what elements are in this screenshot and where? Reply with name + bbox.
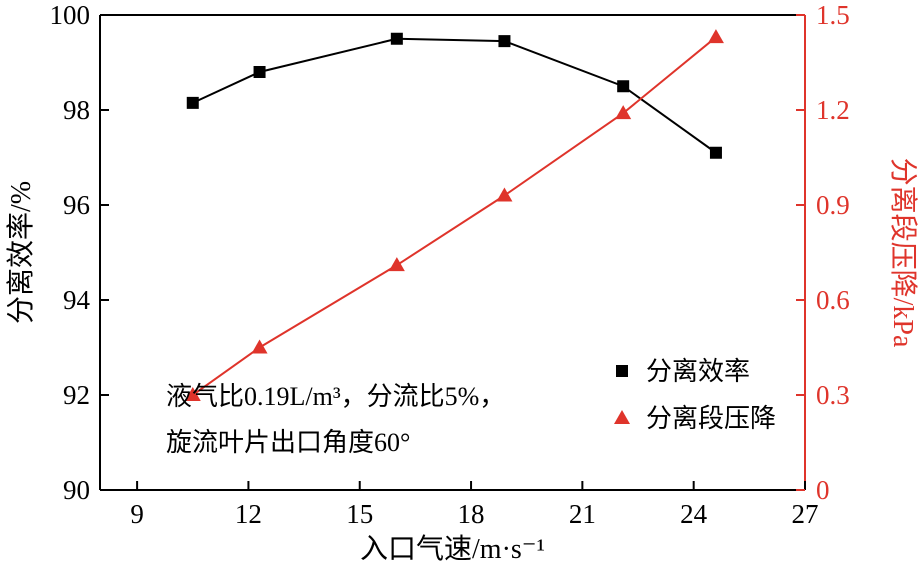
right-tick-label: 0	[816, 475, 830, 505]
series-1-marker	[184, 387, 201, 401]
right-tick-label: 0.3	[816, 380, 850, 410]
legend-label-1: 分离段压降	[646, 404, 776, 433]
series-1-marker	[615, 105, 632, 120]
right-tick-label: 0.6	[816, 285, 850, 315]
series-0-marker	[253, 66, 266, 78]
series-0-marker	[186, 96, 199, 109]
series-1-marker	[496, 187, 513, 202]
right-tick-label: 0.9	[816, 190, 850, 220]
right-tick-label: 1.2	[816, 95, 850, 125]
series-0-marker	[498, 35, 511, 48]
series-1-marker	[388, 257, 405, 272]
left-tick-label: 92	[63, 380, 90, 410]
left-tick-label: 94	[63, 285, 91, 315]
x-tick-label: 9	[130, 499, 144, 529]
series-1-marker	[707, 29, 724, 44]
left-tick-label: 98	[63, 95, 90, 125]
left-tick-label: 100	[50, 0, 91, 30]
legend-marker-0	[616, 365, 628, 377]
x-tick-label: 15	[346, 499, 373, 529]
legend-label-0: 分离效率	[646, 357, 750, 386]
x-tick-label: 24	[680, 499, 708, 529]
series-line-1	[192, 36, 717, 396]
x-tick-label: 12	[235, 499, 262, 529]
series-1-marker	[251, 339, 268, 354]
annotation-line-0: 液气比0.19L/m³，分流比5%，	[166, 382, 505, 411]
series-0-marker	[390, 32, 403, 45]
series-0-marker	[617, 80, 630, 93]
right-tick-label: 1.5	[816, 0, 850, 30]
x-tick-label: 18	[458, 499, 485, 529]
x-tick-label: 21	[569, 499, 596, 529]
left-axis-label: 分离效率/%	[5, 181, 37, 324]
legend-marker-1	[614, 410, 630, 424]
right-axis-label: 分离段压降/kPa	[887, 158, 919, 348]
x-tick-label: 27	[792, 499, 819, 529]
x-axis-label: 入口气速/m·s⁻¹	[360, 533, 545, 565]
series-0-marker	[709, 146, 722, 159]
annotation-line-1: 旋流叶片出口角度60°	[166, 428, 410, 457]
left-tick-label: 90	[63, 475, 90, 505]
left-tick-label: 96	[63, 190, 90, 220]
series-line-0	[192, 37, 717, 154]
